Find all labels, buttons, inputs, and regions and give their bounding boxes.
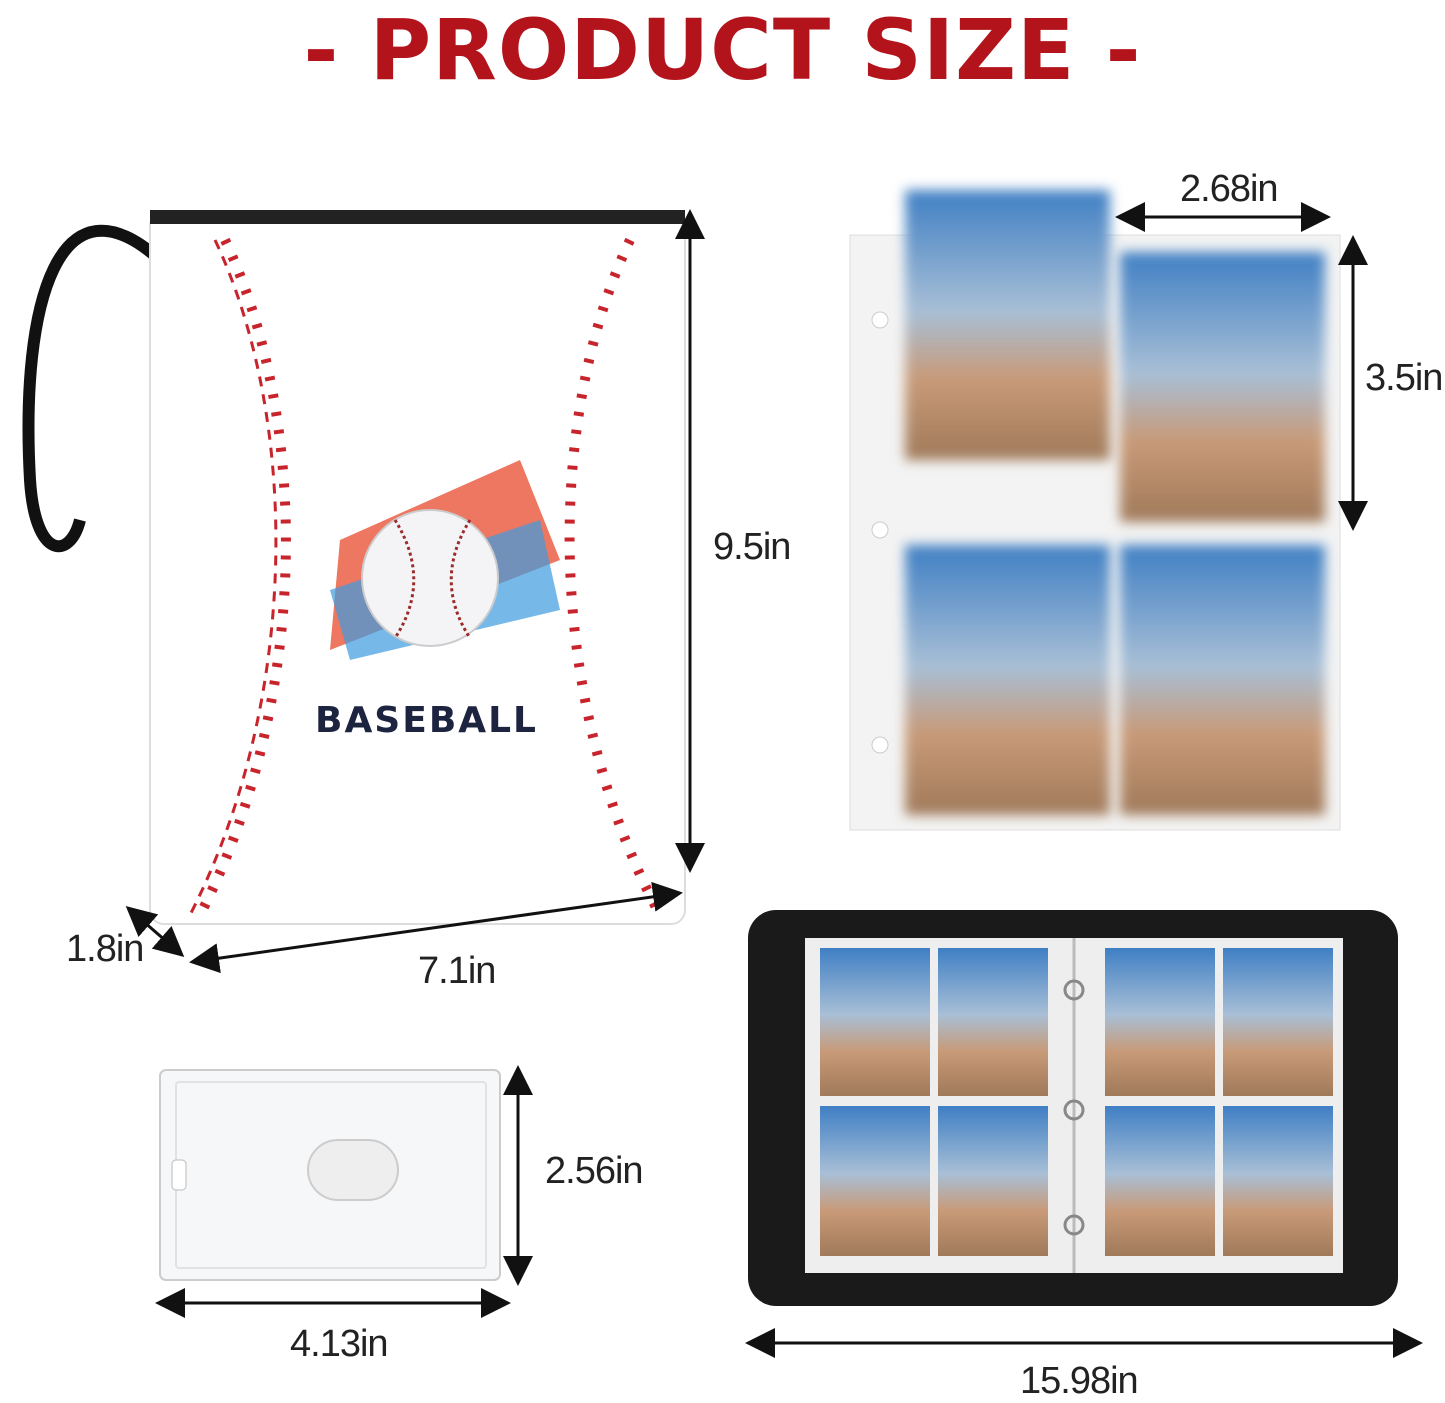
- binder-width-label: 7.1in: [418, 950, 496, 992]
- pocket-width-label: 2.68in: [1180, 168, 1279, 210]
- wrist-strap: [22, 224, 165, 553]
- binder-brand-text: BASEBALL: [315, 700, 538, 741]
- closed-binder: [22, 210, 686, 925]
- toploader-width-label: 4.13in: [290, 1323, 389, 1365]
- pocket-height-label: 3.5in: [1365, 357, 1443, 399]
- open-binder: [748, 910, 1398, 1306]
- toploader: [159, 1069, 501, 1281]
- baseball-icon: [361, 509, 499, 647]
- open-binder-width-label: 15.98in: [1020, 1360, 1139, 1402]
- binder-height-label: 9.5in: [713, 526, 791, 568]
- binder-depth-label: 1.8in: [66, 928, 144, 970]
- toploader-height-label: 2.56in: [545, 1150, 644, 1192]
- card-page: [849, 190, 1341, 831]
- page-title: - PRODUCT SIZE -: [303, 1, 1142, 99]
